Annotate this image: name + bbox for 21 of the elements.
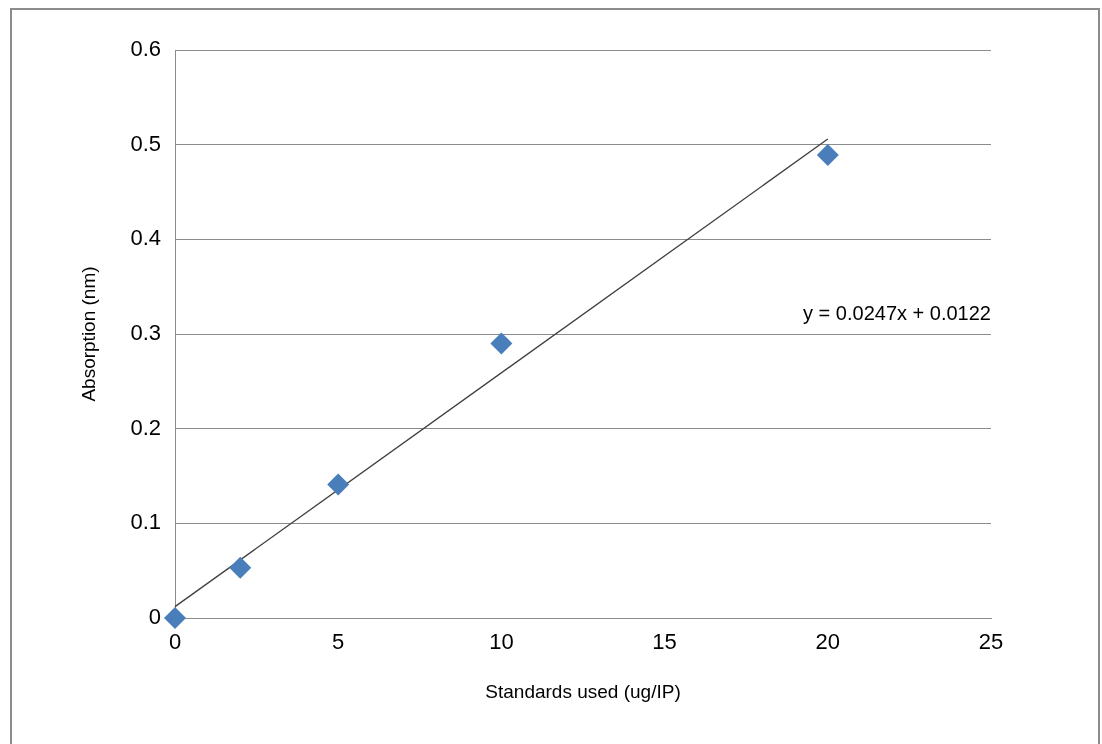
x-tick-label: 5	[332, 629, 345, 655]
point	[816, 144, 839, 167]
y-tick-label: 0	[148, 604, 161, 630]
y-tick-label: 0.1	[130, 509, 161, 535]
y-tick-label: 0.4	[130, 225, 161, 251]
x-tick-label: 25	[978, 629, 1004, 655]
annotation: y = 0.0247x + 0.0122	[803, 301, 991, 324]
y-tick-label: 0.2	[130, 414, 161, 440]
y-axis-title: Absorption (nm)	[77, 266, 99, 402]
y-tick-label: 0.3	[130, 320, 161, 346]
y-tick-label: 0.6	[130, 36, 161, 62]
x-tick-label: 15	[652, 629, 677, 655]
x-tick-label: 10	[489, 629, 514, 655]
point	[229, 556, 252, 579]
y-tick-label: 0.5	[130, 130, 161, 156]
point	[327, 473, 350, 496]
x-axis-title: Standards used (ug/IP)	[485, 680, 681, 702]
x-tick-label: 20	[815, 629, 841, 655]
x-tick-label: 0	[168, 629, 182, 655]
point	[164, 607, 186, 629]
point	[490, 332, 513, 355]
